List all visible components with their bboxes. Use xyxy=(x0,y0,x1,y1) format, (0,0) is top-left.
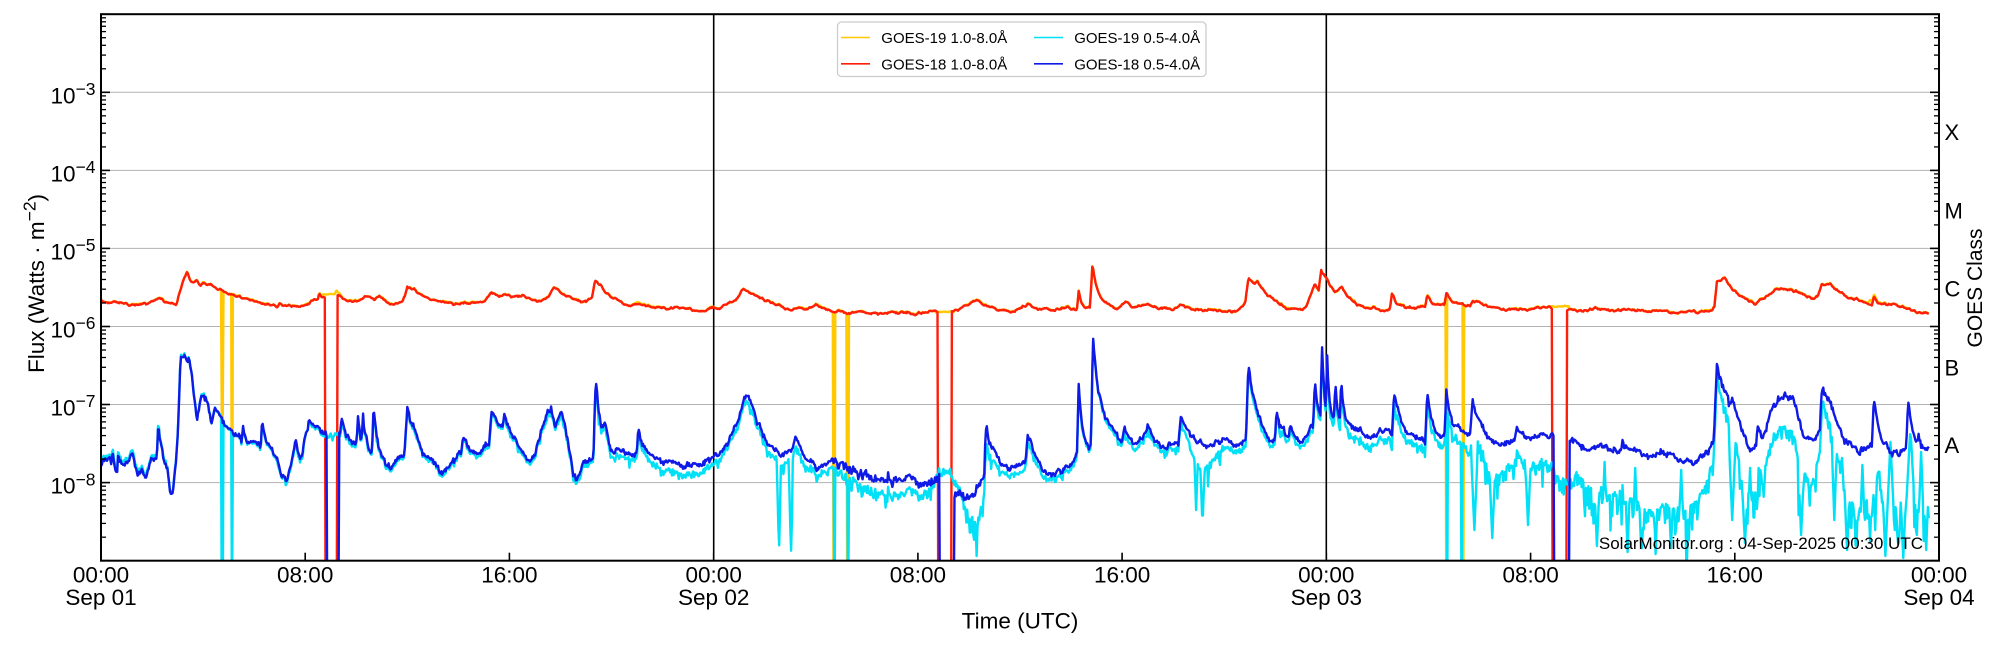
svg-text:GOES-18 1.0-8.0Å: GOES-18 1.0-8.0Å xyxy=(881,56,1007,73)
svg-text:C: C xyxy=(1945,277,1961,302)
svg-text:16:00: 16:00 xyxy=(481,563,537,588)
svg-text:Sep 03: Sep 03 xyxy=(1291,585,1362,610)
svg-text:GOES-18 0.5-4.0Å: GOES-18 0.5-4.0Å xyxy=(1074,56,1200,73)
svg-text:00:00: 00:00 xyxy=(73,563,129,588)
svg-text:00:00: 00:00 xyxy=(1911,563,1967,588)
svg-text:00:00: 00:00 xyxy=(1298,563,1354,588)
svg-text:A: A xyxy=(1945,433,1960,458)
svg-text:08:00: 08:00 xyxy=(1502,563,1558,588)
svg-text:GOES Class: GOES Class xyxy=(1964,228,1987,347)
svg-text:08:00: 08:00 xyxy=(277,563,333,588)
svg-text:GOES-19 1.0-8.0Å: GOES-19 1.0-8.0Å xyxy=(881,30,1007,47)
svg-text:M: M xyxy=(1945,198,1963,223)
svg-text:16:00: 16:00 xyxy=(1094,563,1150,588)
svg-text:X: X xyxy=(1945,120,1960,145)
svg-text:SolarMonitor.org : 04-Sep-2025: SolarMonitor.org : 04-Sep-2025 00:30 UTC xyxy=(1599,534,1923,553)
svg-text:Sep 04: Sep 04 xyxy=(1903,585,1974,610)
svg-text:B: B xyxy=(1945,355,1960,380)
svg-text:Time (UTC): Time (UTC) xyxy=(962,609,1079,634)
svg-text:00:00: 00:00 xyxy=(686,563,742,588)
svg-text:10−4: 10−4 xyxy=(51,157,96,186)
svg-text:10−7: 10−7 xyxy=(51,391,96,420)
svg-text:Flux (Watts · m−2): Flux (Watts · m−2) xyxy=(20,194,49,373)
svg-text:16:00: 16:00 xyxy=(1707,563,1763,588)
svg-text:Sep 01: Sep 01 xyxy=(65,585,136,610)
svg-text:GOES-19 0.5-4.0Å: GOES-19 0.5-4.0Å xyxy=(1074,30,1200,47)
svg-text:Sep 02: Sep 02 xyxy=(678,585,749,610)
svg-text:08:00: 08:00 xyxy=(890,563,946,588)
